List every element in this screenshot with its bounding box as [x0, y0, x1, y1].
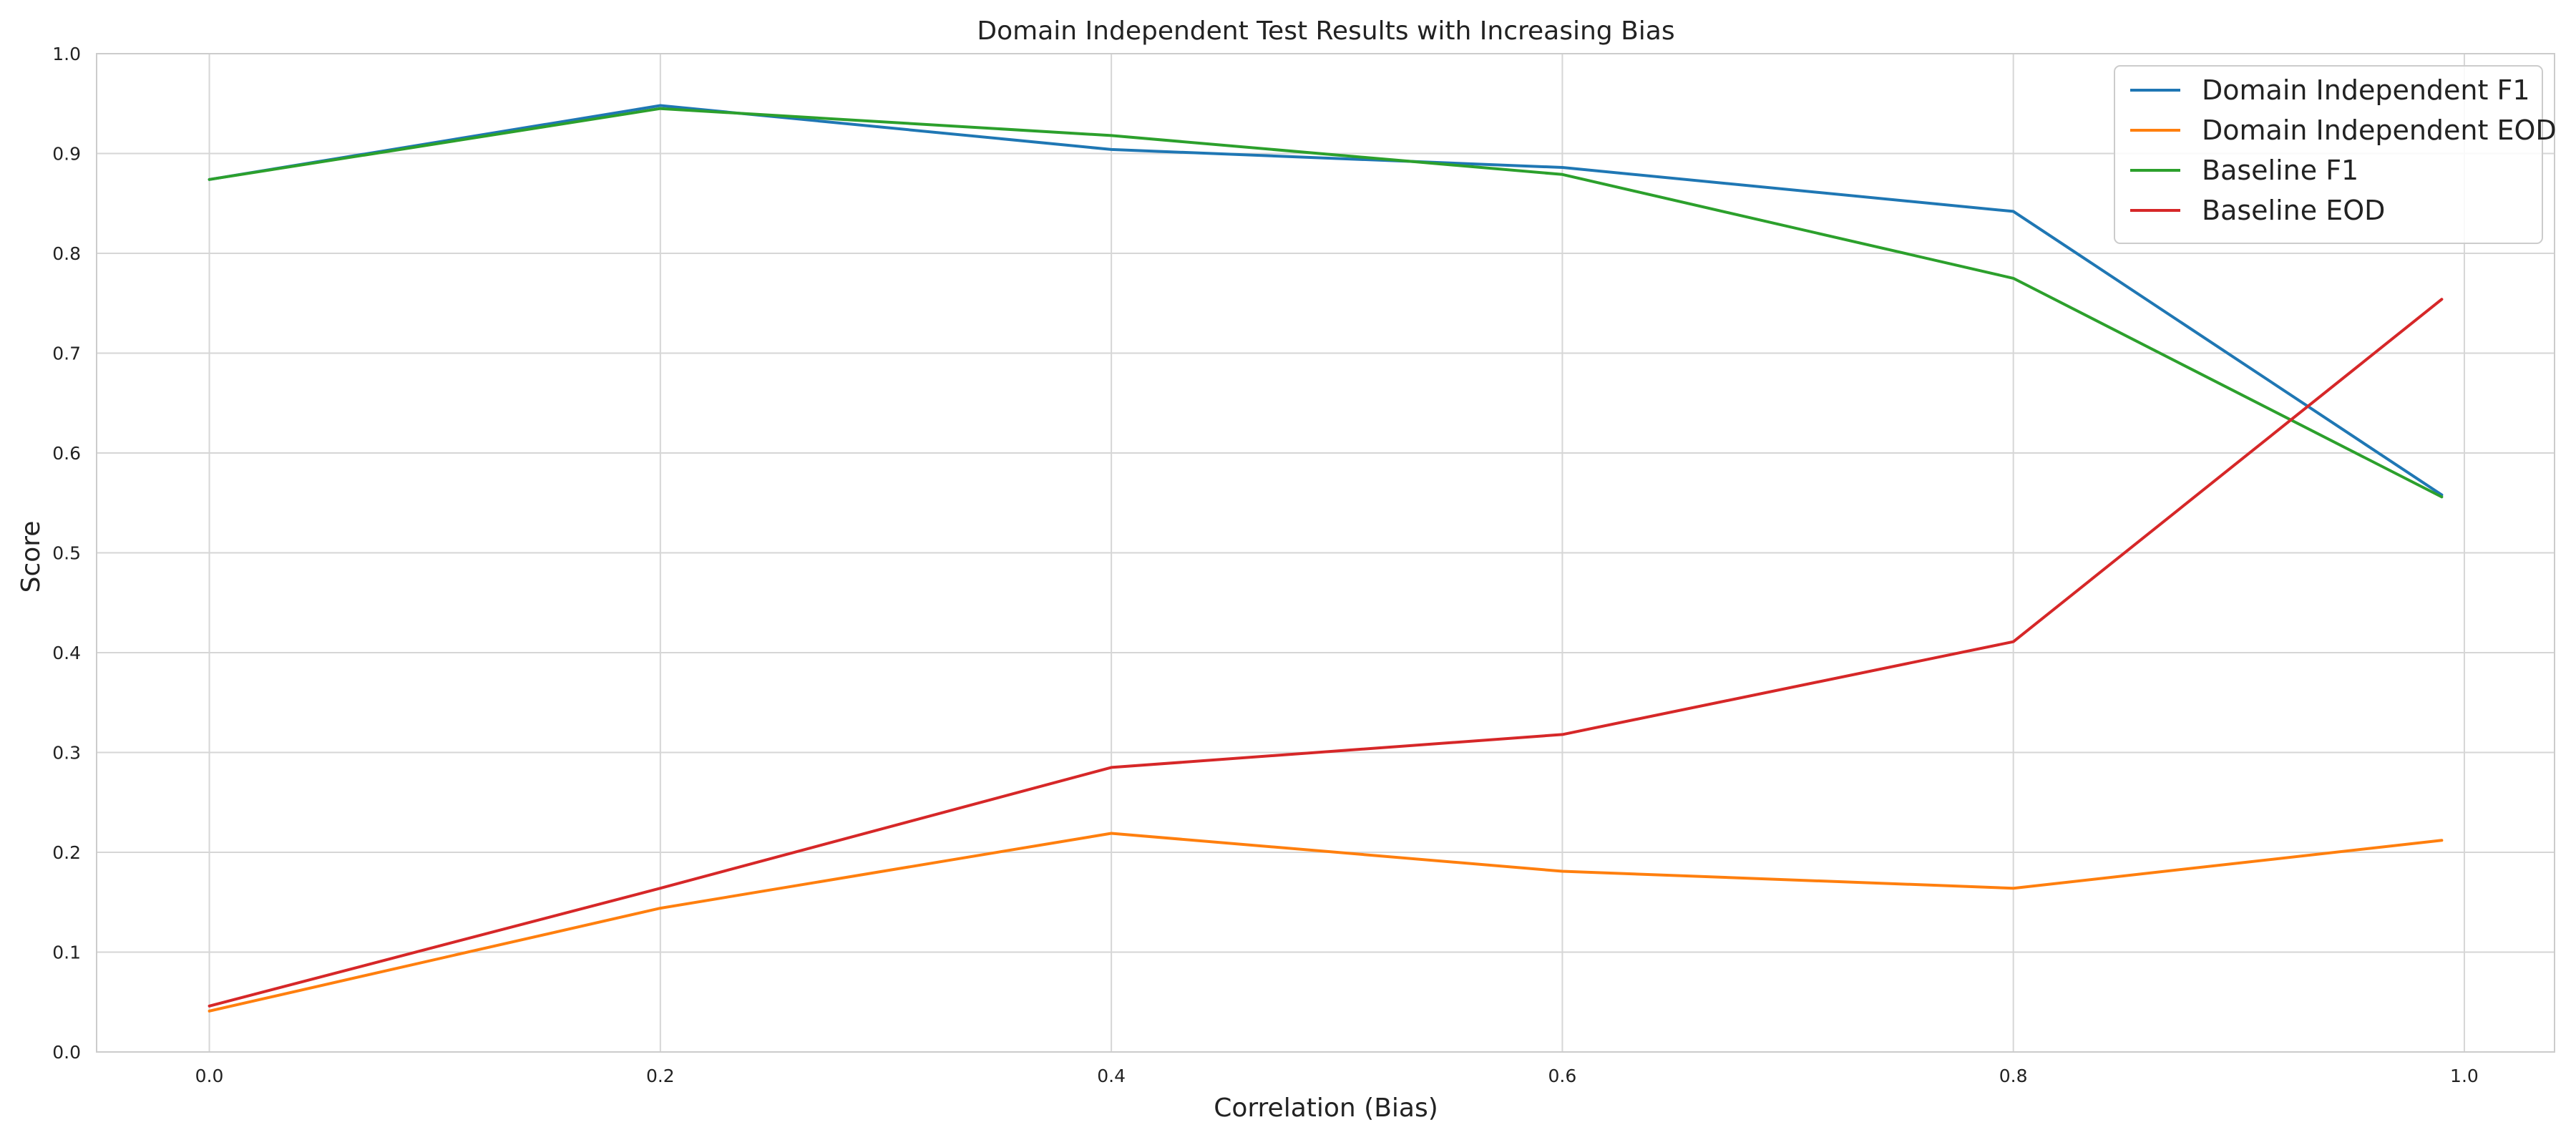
series-line-baseline-f1: [208, 107, 2444, 499]
y-tick-label: 0.0: [52, 1042, 81, 1063]
chart-title: Domain Independent Test Results with Inc…: [977, 16, 1674, 46]
plot-area: [96, 53, 2555, 1053]
legend-label: Baseline F1: [2202, 155, 2358, 186]
legend-box: [2114, 65, 2543, 244]
y-tick-label: 0.7: [52, 344, 81, 364]
legend: Domain Independent F1 Domain Independent …: [2114, 65, 2557, 244]
y-tick-label: 0.9: [52, 144, 81, 165]
x-tick-label: 0.0: [195, 1066, 224, 1086]
y-tick-label: 0.5: [52, 543, 81, 564]
y-axis-label: Score: [16, 521, 46, 593]
y-tick-label: 0.2: [52, 842, 81, 863]
legend-label: Baseline EOD: [2202, 195, 2385, 226]
legend-items: Domain Independent F1 Domain Independent …: [2130, 74, 2557, 226]
x-axis-label: Correlation (Bias): [1214, 1093, 1438, 1123]
x-tick-label: 1.0: [2450, 1066, 2479, 1086]
legend-label: Domain Independent EOD: [2202, 114, 2557, 146]
series-line-baseline-eod: [208, 298, 2444, 1008]
series-line-domain-independent-f1: [208, 104, 2444, 497]
x-tick-label: 0.4: [1097, 1066, 1126, 1086]
x-tick-label: 0.6: [1548, 1066, 1577, 1086]
y-tick-label: 0.6: [52, 443, 81, 464]
y-tick-label: 0.4: [52, 643, 81, 663]
ticks: 0.0 0.2 0.4 0.6 0.8 1.0 0.0 0.1 0.2 0.3 0.4 0.5 0.6 0…: [52, 44, 2479, 1086]
legend-label: Domain Independent F1: [2202, 74, 2530, 106]
series-lines: [208, 104, 2444, 1013]
x-tick-label: 0.8: [1999, 1066, 2028, 1086]
y-tick-label: 0.8: [52, 243, 81, 264]
y-tick-label: 0.1: [52, 942, 81, 963]
y-tick-label: 0.3: [52, 743, 81, 764]
series-line-domain-independent-eod: [208, 832, 2444, 1013]
x-tick-label: 0.2: [646, 1066, 675, 1086]
y-tick-label: 1.0: [52, 44, 81, 64]
